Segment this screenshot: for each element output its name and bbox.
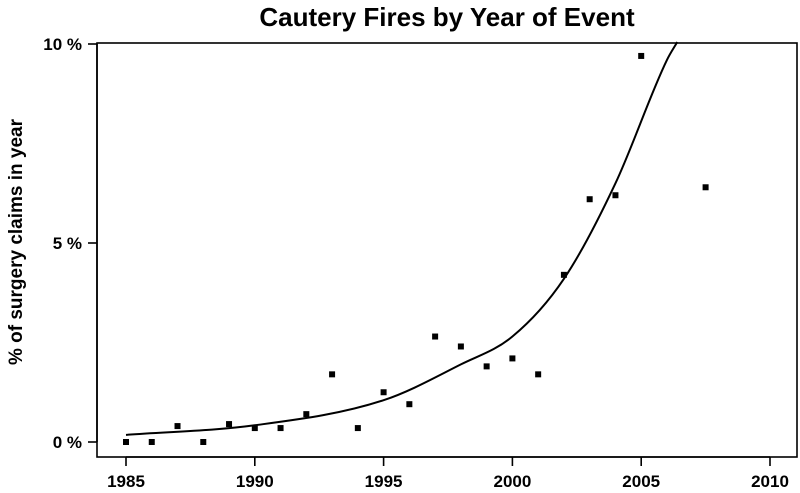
data-point: [380, 389, 387, 396]
x-axis: 1985 1990 1995 2000 2005 2010: [107, 456, 789, 491]
data-point: [200, 439, 207, 445]
data-point: [638, 52, 645, 59]
y-tick-label: 0 %: [53, 433, 82, 452]
data-point: [277, 425, 284, 432]
data-point: [148, 439, 155, 445]
y-tick-label: 5 %: [53, 234, 82, 253]
x-tick-label: 1990: [236, 472, 274, 491]
data-point: [586, 196, 593, 203]
y-axis-label: % of surgery claims in year: [6, 118, 27, 365]
data-point: [303, 411, 310, 418]
data-point: [329, 371, 336, 378]
data-points: [123, 52, 709, 445]
data-point: [226, 421, 233, 428]
data-point: [251, 425, 258, 432]
data-point: [702, 184, 709, 191]
data-point: [432, 333, 439, 340]
fit-curve: [125, 41, 679, 436]
y-ticks: 0 % 5 % 10 %: [43, 35, 97, 452]
data-point: [406, 401, 413, 408]
y-tick-label: 10 %: [43, 35, 82, 54]
data-point: [354, 425, 361, 432]
data-point: [483, 363, 490, 370]
x-tick-label: 2000: [493, 472, 531, 491]
plot-frame: [96, 42, 798, 458]
data-point: [457, 343, 464, 350]
data-point: [174, 423, 181, 430]
data-point: [123, 439, 129, 445]
data-point: [509, 355, 516, 362]
x-tick-label: 2010: [751, 472, 789, 491]
x-tick-label: 1995: [365, 472, 403, 491]
data-point: [560, 271, 567, 278]
x-tick-label: 2005: [622, 472, 660, 491]
y-axis: 0 % 5 % 10 %: [43, 35, 98, 452]
chart-title: Cautery Fires by Year of Event: [259, 2, 635, 32]
x-tick-label: 1985: [107, 472, 145, 491]
x-ticks: 1985 1990 1995 2000 2005 2010: [107, 457, 789, 491]
data-point: [612, 192, 619, 199]
data-point: [535, 371, 542, 378]
